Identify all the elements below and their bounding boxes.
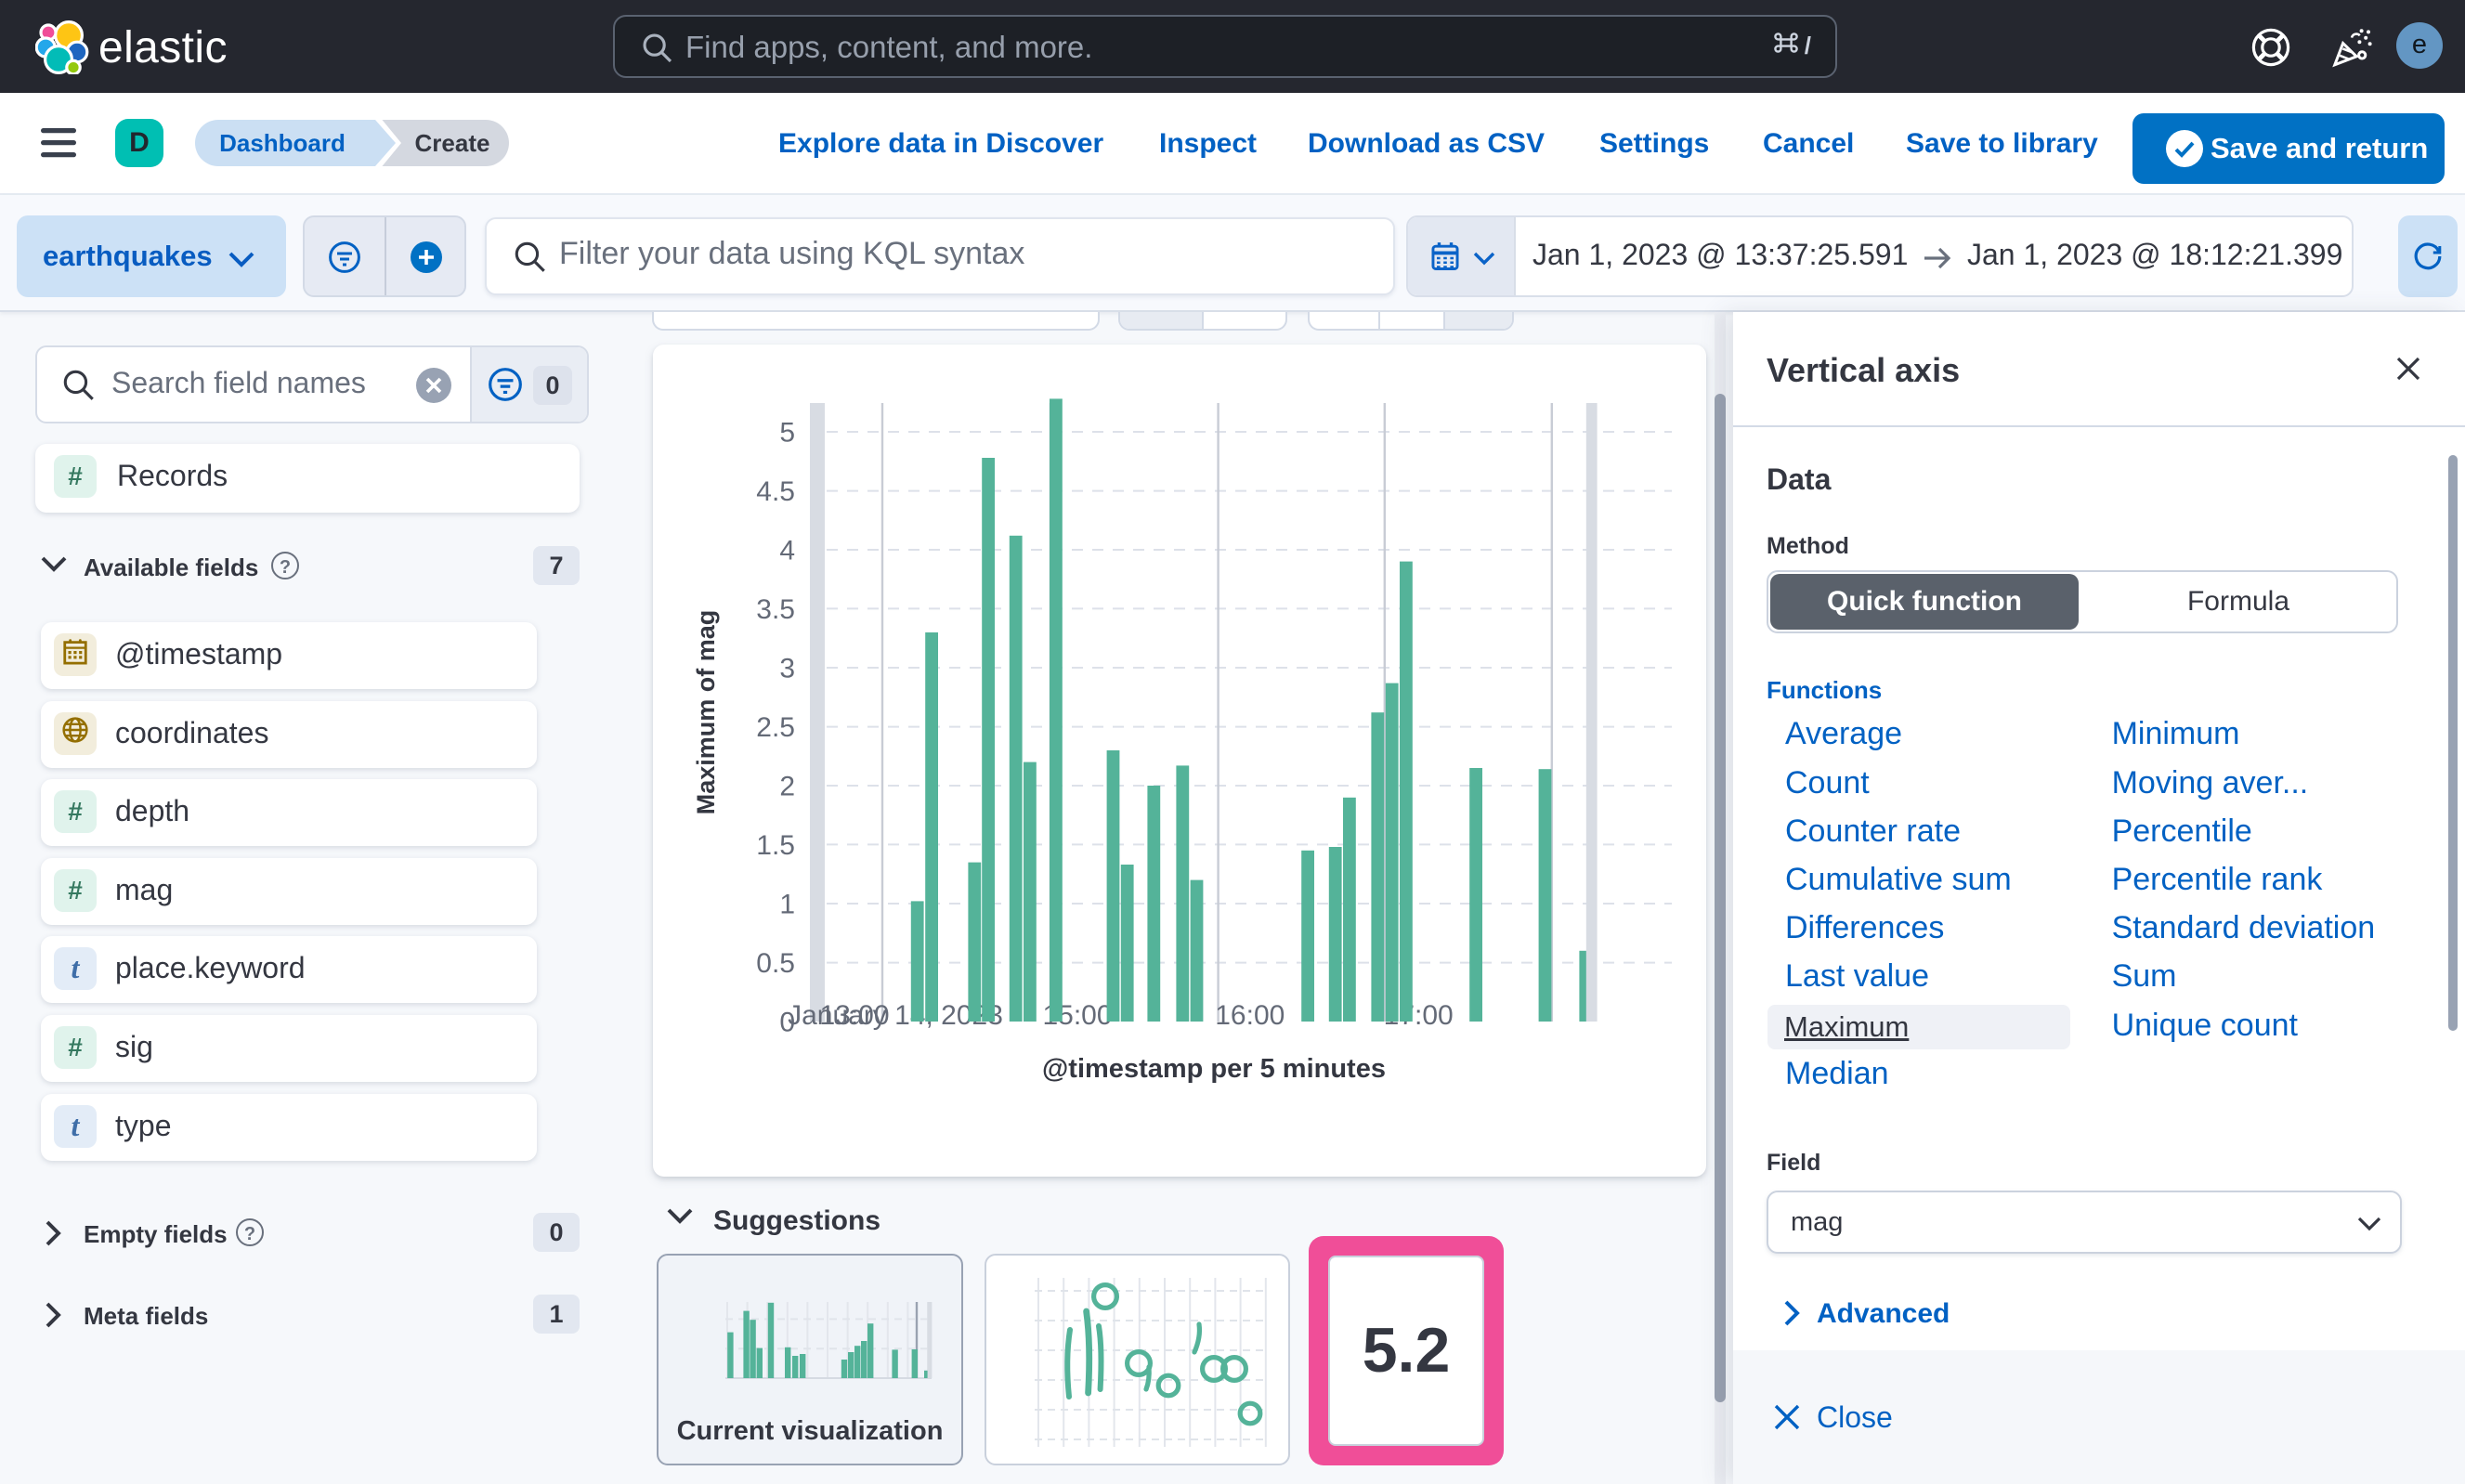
svg-text:4: 4 [779,535,795,566]
svg-text:1.5: 1.5 [756,830,795,861]
svg-text:3: 3 [779,653,795,683]
svg-text:Maximum of mag: Maximum of mag [692,610,720,815]
svg-text:0: 0 [779,1007,795,1037]
svg-text:2: 2 [779,771,795,801]
svg-text:@timestamp per 5 minutes: @timestamp per 5 minutes [1042,1054,1386,1084]
svg-text:0.5: 0.5 [756,948,795,979]
svg-text:1: 1 [779,889,795,919]
svg-text:13:00: 13:00 [819,1000,889,1031]
svg-text:5: 5 [779,417,795,448]
svg-text:3.5: 3.5 [756,594,795,625]
svg-text:16:00: 16:00 [1215,1000,1285,1031]
svg-text:4.5: 4.5 [756,476,795,507]
svg-text:2.5: 2.5 [756,712,795,743]
svg-text:January 14, 2023: January 14, 2023 [788,1000,1003,1031]
